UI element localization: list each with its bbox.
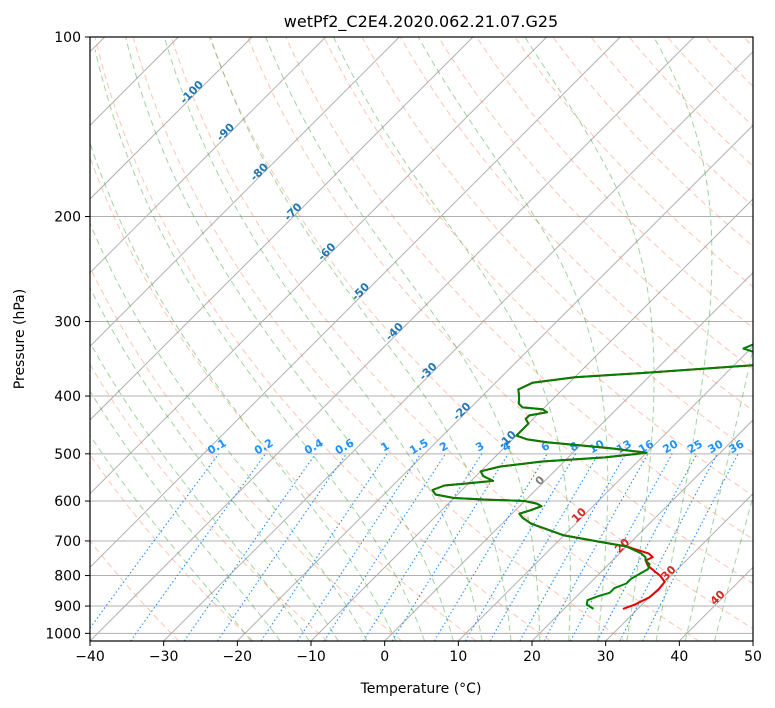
dry-adiabat: [476, 37, 753, 329]
dry-adiabat: [132, 37, 625, 641]
mixing-ratio-line: [297, 453, 422, 641]
isotherm-gridline: [384, 271, 753, 641]
moist-adiabat: [90, 390, 281, 641]
isotherm-gridline: [90, 37, 548, 495]
dry-adiabat: [552, 37, 753, 247]
moist-adiabat: [684, 346, 753, 641]
chart-title: wetPf2_C2E4.2020.062.21.07.G25: [284, 12, 558, 32]
isotherm-gridline: [236, 124, 753, 641]
moist-adiabat: [90, 222, 368, 641]
moist-adiabat: [265, 37, 541, 641]
moist-adiabat: [90, 286, 339, 641]
dry-adiabat: [361, 37, 753, 454]
moist-adiabat: [417, 37, 609, 641]
y-tick-label: 1000: [45, 626, 81, 642]
x-tick-label: −30: [149, 649, 179, 665]
dry-adiabat: [90, 266, 403, 641]
moist-adiabat: [90, 341, 310, 641]
y-tick-label: 400: [54, 389, 81, 405]
dry-adiabat: [399, 37, 753, 412]
dewpoint-profile: [431, 343, 753, 610]
y-tick-label: 100: [54, 30, 81, 46]
moist-adiabat: [209, 37, 512, 641]
isotherm-gridline: [605, 492, 753, 641]
x-tick-label: 20: [523, 649, 541, 665]
x-tick-label: 0: [380, 649, 389, 665]
y-axis-title: Pressure (hPa): [12, 289, 28, 389]
isotherm-gridline: [90, 37, 327, 274]
dry-adiabat: [247, 37, 753, 585]
plot-frame: [89, 36, 754, 642]
isotherm-gridline: [310, 198, 753, 641]
mixing-ratio-line: [216, 453, 347, 641]
moist-adiabat: [714, 495, 753, 641]
mixing-ratio-line: [260, 453, 388, 641]
y-tick-label: 900: [54, 599, 81, 615]
mixing-ratio-line: [183, 453, 316, 641]
moist-adiabat: [125, 37, 454, 641]
y-tick-label: 600: [54, 494, 81, 510]
isotherm-gridline: [90, 37, 253, 200]
y-tick-label: 500: [54, 447, 81, 463]
dry-adiabat: [209, 37, 753, 630]
x-tick-label: 10: [449, 649, 467, 665]
dry-adiabat: [90, 156, 477, 641]
moist-adiabat: [90, 434, 252, 641]
x-tick-label: −10: [296, 649, 326, 665]
isotherm-gridline: [163, 50, 753, 641]
moist-adiabat: [90, 141, 397, 641]
y-tick-label: 200: [54, 210, 81, 226]
mixing-ratio-line: [433, 453, 548, 641]
isotherm-gridline: [90, 37, 400, 348]
x-tick-label: −40: [75, 649, 105, 665]
isotherm-gridline: [90, 37, 695, 641]
isotherm-gridline: [90, 37, 474, 421]
y-tick-label: 700: [54, 534, 81, 550]
mixing-ratio-line: [489, 453, 599, 641]
moist-adiabat: [333, 37, 571, 641]
mixing-ratio-line: [464, 453, 577, 641]
mixing-ratio-line: [519, 453, 627, 641]
dry-adiabat: [94, 37, 551, 641]
x-tick-label: −20: [223, 649, 253, 665]
y-tick-label: 800: [54, 569, 81, 585]
isotherm-gridline: [457, 345, 753, 641]
dry-adiabat: [90, 363, 328, 641]
dry-adiabat: [590, 37, 753, 207]
moist-adiabat: [94, 49, 426, 641]
moist-adiabat: [163, 37, 483, 641]
x-axis-title: Temperature (°C): [360, 681, 482, 697]
moist-adiabat: [524, 37, 655, 641]
moist-adiabat: [653, 37, 713, 641]
mixing-ratio-line: [90, 453, 220, 629]
mixing-ratio-line: [323, 453, 446, 641]
mixing-ratio-line: [569, 453, 673, 641]
isotherm-gridline: [531, 419, 753, 641]
y-tick-label: 300: [54, 315, 81, 331]
mixing-ratio-line: [130, 453, 267, 641]
x-tick-label: 30: [597, 649, 615, 665]
x-tick-label: 40: [670, 649, 688, 665]
dry-adiabat: [170, 37, 700, 641]
x-tick-label: 50: [744, 649, 762, 665]
dry-adiabat: [323, 37, 753, 497]
isotherm-gridline: [90, 37, 621, 569]
